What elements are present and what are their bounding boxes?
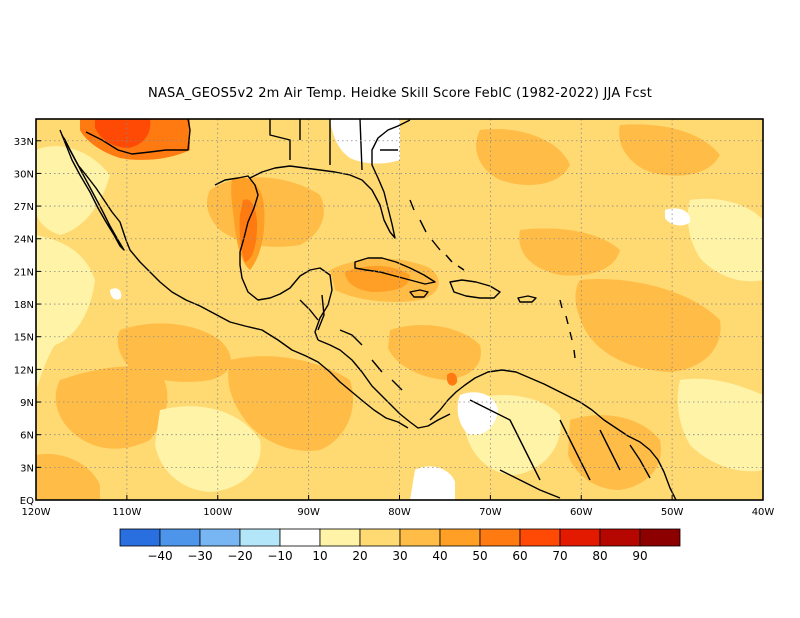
shade-20-southwest (155, 406, 261, 492)
colorbar-label: 60 (512, 549, 527, 563)
lon-tick-label: 50W (661, 507, 684, 518)
coastline-jamaica (409, 289, 429, 298)
coastline-puerto-rico (517, 295, 537, 303)
colorbar-swatch (599, 528, 641, 547)
coastline-mexico-pacific (61, 134, 409, 429)
colorbar-label: −30 (187, 549, 212, 563)
shade-10-atlantic-spot (665, 208, 691, 226)
colorbar-swatch (519, 528, 561, 547)
lat-tick-label: 12N (14, 365, 34, 376)
coastline-gulf (214, 175, 333, 341)
lon-tick-label: 60W (570, 507, 593, 518)
border-central-america (299, 294, 403, 391)
colorbar-swatch (639, 528, 681, 547)
colorbar-swatch (479, 528, 521, 547)
colorbar-swatch (319, 528, 361, 547)
coastline-bahamas (409, 199, 465, 271)
lon-tick-label: 70W (479, 507, 502, 518)
grid-lines (36, 119, 763, 500)
border-south-america (469, 399, 651, 499)
shade-40-central-pacific (228, 356, 354, 451)
lon-tick-label: 120W (22, 507, 51, 518)
lat-tick-label: 3N (20, 463, 34, 474)
shade-10-south-america (457, 392, 498, 435)
coastline-cuba (354, 257, 436, 285)
coastline-hispaniola (449, 279, 501, 299)
shade-10-andes (410, 466, 455, 500)
coastline-us-gulf (249, 119, 411, 239)
lat-tick-label: 33N (14, 137, 34, 148)
shade-20-atlantic-east (687, 198, 763, 282)
shade-20-atlantic-south (677, 378, 763, 472)
border-us-mexico (85, 119, 191, 155)
lon-tick-label: 90W (297, 507, 320, 518)
shade-40-caribbean-south (388, 325, 481, 380)
colorbar: −40 −30 −20 −10 10 20 30 40 50 60 70 80 90 (119, 528, 681, 563)
colorbar-label: 80 (592, 549, 607, 563)
lat-tick-label: EQ (20, 496, 34, 507)
lat-tick-label: 30N (14, 169, 34, 180)
colorbar-label: −40 (147, 549, 172, 563)
shade-50-cuba (345, 265, 410, 292)
shade-40-atlantic-north (476, 129, 570, 185)
colorbar-swatch (159, 528, 201, 547)
coastline-baja (59, 129, 125, 251)
shade-40-pacific-south (36, 453, 100, 500)
colorbar-label: 10 (312, 549, 327, 563)
lat-tick-label: 9N (20, 398, 34, 409)
shade-60-venezuela-coast (447, 372, 458, 386)
border-us-states (269, 119, 398, 171)
colorbar-swatch (279, 528, 321, 547)
lat-tick-label: 15N (14, 333, 34, 344)
shade-20-pacific-west (36, 235, 95, 390)
lat-tick-label: 27N (14, 202, 34, 213)
lat-tick-label: 6N (20, 431, 34, 442)
coastline-central-america (317, 339, 451, 429)
lon-tick-label: 110W (112, 507, 141, 518)
shade-10-florida-north (330, 119, 400, 164)
colorbar-swatch (439, 528, 481, 547)
map-title: NASA_GEOS5v2 2m Air Temp. Heidke Skill S… (147, 86, 653, 101)
colorbar-swatch (359, 528, 401, 547)
colorbar-label: 40 (432, 549, 447, 563)
lat-tick-label: 18N (14, 300, 34, 311)
colorbar-swatch (399, 528, 441, 547)
colorbar-label: −20 (227, 549, 252, 563)
colorbar-label: 70 (552, 549, 567, 563)
lon-tick-label: 100W (203, 507, 232, 518)
shade-40-atlantic-northeast (619, 124, 720, 176)
colorbar-label: 90 (632, 549, 647, 563)
shade-40-atlantic-mid (519, 228, 620, 276)
lon-tick-label: 40W (752, 507, 775, 518)
shade-60-gulf-west (239, 199, 258, 262)
lon-ticks: 120W 110W 100W 90W 80W 70W 60W 50W 40W (22, 495, 775, 518)
shade-40-pacific (55, 366, 168, 449)
colorbar-label: 50 (472, 549, 487, 563)
shade-20-pacific-north (36, 146, 110, 235)
colorbar-label: −10 (267, 549, 292, 563)
colorbar-swatch (199, 528, 241, 547)
shade-40-mexico-pacific (117, 323, 231, 382)
coastlines (59, 119, 677, 500)
colorbar-label: 30 (392, 549, 407, 563)
coastline-lesser-antilles (559, 299, 576, 359)
shade-40-guianas (568, 415, 661, 490)
shade-10-mexico-spot (110, 288, 122, 300)
shade-40-atlantic-east (575, 279, 721, 372)
lon-tick-label: 80W (388, 507, 411, 518)
coastline-south-america-north (429, 369, 677, 500)
lat-ticks: EQ 3N 6N 9N 12N 15N 18N 21N 24N 27N 30N 33N (14, 137, 41, 507)
colorbar-swatch (119, 528, 161, 547)
lat-tick-label: 24N (14, 235, 34, 246)
colorbar-label: 20 (352, 549, 367, 563)
colorbar-swatch (239, 528, 281, 547)
colorbar-swatch (559, 528, 601, 547)
lat-tick-label: 21N (14, 267, 34, 278)
